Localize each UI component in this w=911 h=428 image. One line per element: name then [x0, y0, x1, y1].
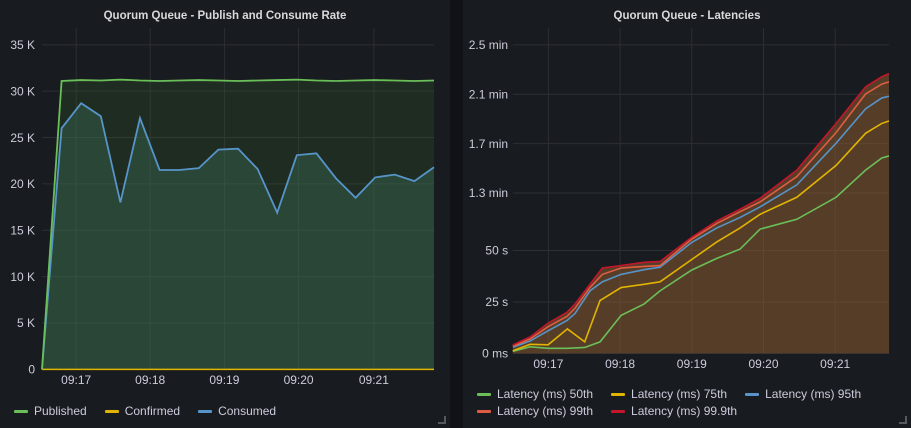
- svg-text:10 K: 10 K: [10, 270, 35, 284]
- svg-text:0 ms: 0 ms: [482, 347, 508, 361]
- svg-text:30 K: 30 K: [10, 84, 35, 98]
- svg-text:20 K: 20 K: [10, 177, 35, 191]
- svg-text:09:17: 09:17: [533, 357, 563, 371]
- svg-text:35 K: 35 K: [10, 38, 35, 52]
- svg-text:0: 0: [28, 362, 35, 376]
- svg-text:09:20: 09:20: [284, 373, 314, 387]
- svg-text:15 K: 15 K: [10, 223, 35, 237]
- svg-text:2.5 min: 2.5 min: [469, 38, 508, 52]
- svg-text:25 s: 25 s: [485, 295, 508, 309]
- svg-text:09:20: 09:20: [748, 357, 778, 371]
- svg-text:09:19: 09:19: [209, 373, 239, 387]
- svg-text:09:19: 09:19: [677, 357, 707, 371]
- svg-text:5 K: 5 K: [17, 316, 35, 330]
- svg-text:50 s: 50 s: [485, 244, 508, 258]
- svg-text:1.3 min: 1.3 min: [469, 186, 508, 200]
- svg-text:2.1 min: 2.1 min: [469, 87, 508, 101]
- svg-text:09:21: 09:21: [359, 373, 389, 387]
- svg-text:1.7 min: 1.7 min: [469, 137, 508, 151]
- svg-text:09:21: 09:21: [820, 357, 850, 371]
- svg-text:09:18: 09:18: [605, 357, 635, 371]
- svg-text:09:17: 09:17: [61, 373, 91, 387]
- svg-text:25 K: 25 K: [10, 131, 35, 145]
- svg-text:09:18: 09:18: [135, 373, 165, 387]
